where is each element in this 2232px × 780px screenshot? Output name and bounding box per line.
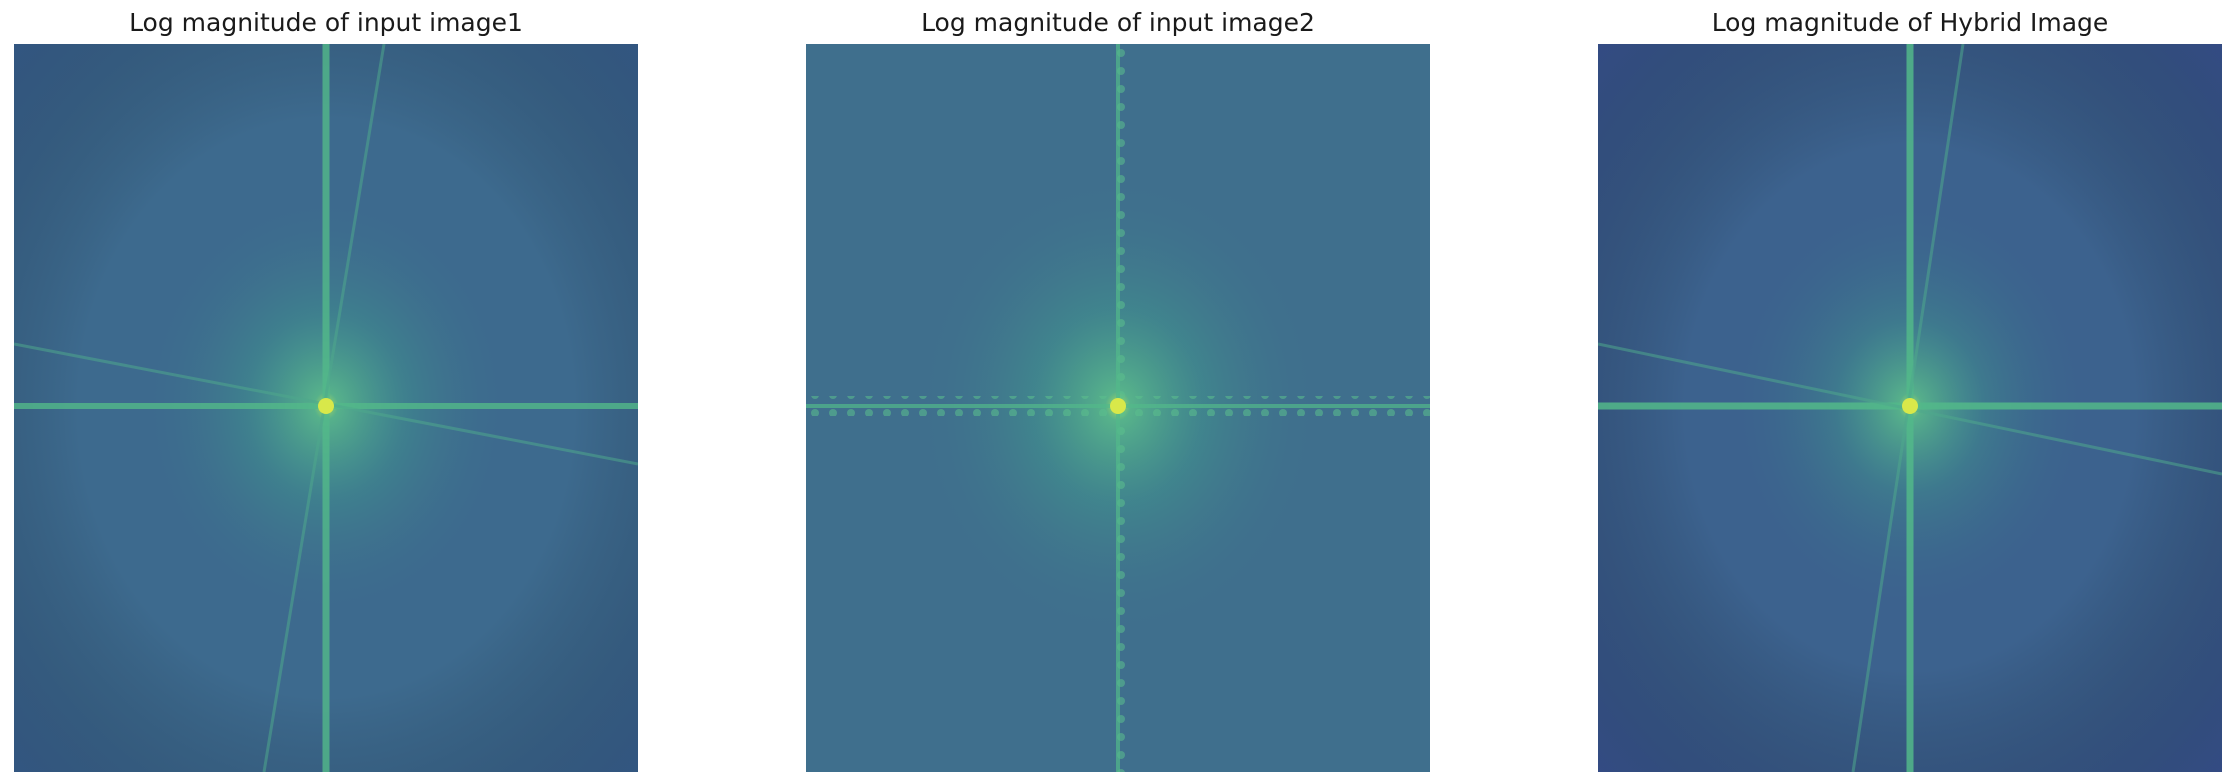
spectrum-image-hybrid-image (1598, 44, 2222, 772)
dc-peak (1110, 398, 1126, 414)
dc-peak (318, 398, 334, 414)
panel-title: Log magnitude of input image2 (921, 8, 1315, 37)
panel-input-image2: Log magnitude of input image2 (806, 0, 1430, 780)
panel-hybrid-image: Log magnitude of Hybrid Image (1598, 0, 2222, 780)
panel-title: Log magnitude of input image1 (129, 8, 523, 37)
panel-title: Log magnitude of Hybrid Image (1711, 8, 2109, 37)
spectrum-image-input-image2 (806, 44, 1430, 772)
dc-peak (1902, 398, 1918, 414)
spectrum-image-input-image1 (14, 44, 638, 772)
panel-input-image1: Log magnitude of input image1 (14, 0, 638, 780)
